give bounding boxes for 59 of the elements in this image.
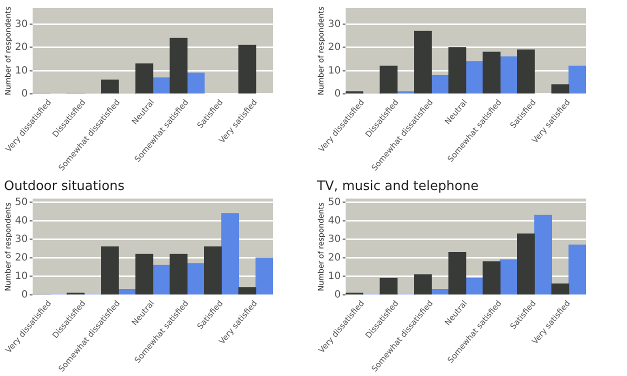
bar	[466, 278, 484, 294]
bar	[431, 74, 450, 94]
y-tick-label: 10	[328, 65, 341, 76]
bar	[135, 254, 154, 294]
bar	[551, 84, 570, 94]
bar	[534, 214, 552, 294]
y-tick-label: 0	[334, 289, 341, 300]
y-tick-label: 30	[14, 18, 28, 30]
bar	[517, 233, 535, 294]
chart-title: Outdoor situations	[4, 179, 125, 194]
bar	[152, 77, 170, 94]
y-tick-label: 10	[328, 270, 341, 282]
bar	[448, 47, 466, 94]
bar	[170, 38, 188, 94]
bar	[256, 258, 273, 294]
bar	[170, 254, 188, 294]
y-tick-label: 10	[14, 65, 28, 76]
bar	[466, 61, 484, 94]
y-tick-label: 0	[21, 289, 28, 300]
bar	[482, 261, 501, 294]
bar	[186, 263, 205, 294]
bar	[238, 44, 256, 94]
y-tick-label: 50	[14, 196, 28, 208]
bar	[380, 278, 398, 294]
bar	[186, 72, 205, 94]
bar	[135, 63, 154, 94]
bar	[568, 244, 586, 294]
chart-title: TV, music and telephone	[316, 179, 479, 194]
bar	[414, 274, 432, 294]
bar	[448, 252, 466, 294]
bar	[431, 289, 450, 294]
bar	[568, 66, 586, 94]
bar	[380, 66, 398, 94]
bar	[482, 52, 501, 94]
y-tick-label: 20	[328, 42, 341, 54]
y-tick-label: 20	[14, 42, 28, 54]
y-tick-label: 30	[328, 18, 341, 30]
y-tick-label: 40	[328, 215, 341, 226]
bar	[500, 259, 518, 294]
bar	[414, 30, 432, 94]
bar	[551, 283, 570, 294]
y-tick-label: 0	[334, 88, 341, 100]
bar	[101, 80, 119, 94]
bar	[238, 287, 256, 294]
y-tick-label: 50	[328, 196, 341, 208]
y-tick-label: 30	[328, 234, 341, 245]
bar	[204, 246, 222, 294]
bar	[101, 246, 119, 294]
y-tick-label: 30	[14, 234, 28, 245]
y-tick-label: 0	[21, 88, 28, 100]
y-tick-label: 20	[14, 252, 28, 264]
y-tick-label: 40	[14, 215, 28, 226]
y-tick-label: 10	[14, 270, 28, 282]
bar	[118, 289, 136, 294]
bar	[517, 49, 535, 94]
y-tick-label: 20	[328, 252, 341, 264]
bar	[221, 213, 240, 294]
bar	[500, 56, 518, 94]
bar	[152, 264, 170, 294]
